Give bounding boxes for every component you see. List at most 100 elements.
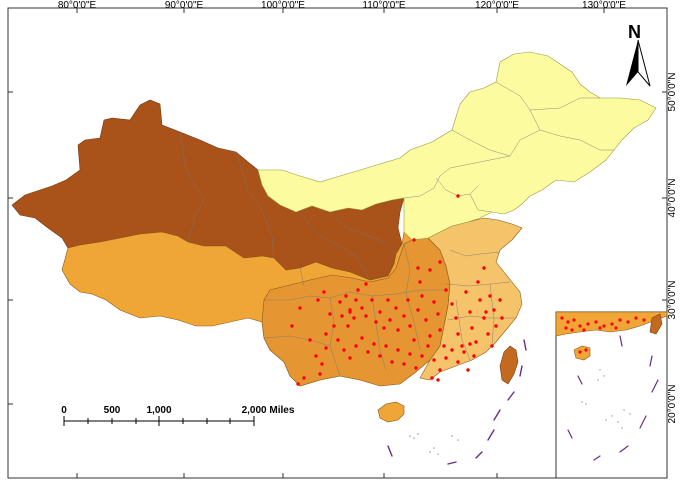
- observation-point: [432, 358, 436, 362]
- observation-point: [472, 354, 476, 358]
- observation-point: [494, 324, 498, 328]
- observation-point: [354, 344, 358, 348]
- observation-point: [342, 348, 346, 352]
- observation-point: [456, 360, 460, 364]
- inset-observation-point: [642, 318, 646, 322]
- observation-point: [474, 340, 478, 344]
- observation-point: [406, 298, 410, 302]
- inset-observation-point: [570, 328, 574, 332]
- observation-point: [314, 354, 318, 358]
- observation-point: [456, 332, 460, 336]
- inset-taiwan: [649, 313, 663, 335]
- longitude-label-80: 80°0'0"E: [57, 0, 97, 11]
- observation-point: [296, 382, 300, 386]
- observation-point: [438, 260, 442, 264]
- observation-point: [316, 298, 320, 302]
- inset-observation-point: [582, 328, 586, 332]
- observation-point: [388, 318, 392, 322]
- observation-point: [450, 302, 454, 306]
- inset-observation-point: [594, 320, 598, 324]
- observation-point: [438, 368, 442, 372]
- taiwan-island: [499, 345, 519, 385]
- observation-point: [418, 280, 422, 284]
- observation-point: [478, 298, 482, 302]
- observation-point: [460, 344, 464, 348]
- observation-point: [364, 282, 368, 286]
- observation-point: [402, 362, 406, 366]
- inset-observation-point: [626, 320, 630, 324]
- observation-point: [420, 354, 424, 358]
- observation-point: [356, 288, 360, 292]
- observation-point: [466, 368, 470, 372]
- observation-point: [470, 326, 474, 330]
- observation-point: [348, 310, 352, 314]
- observation-point: [432, 300, 436, 304]
- observation-point: [430, 376, 434, 380]
- observation-point: [366, 350, 370, 354]
- observation-point: [324, 346, 328, 350]
- latitude-label-20: 20°0'0"N: [667, 384, 678, 424]
- observation-point: [402, 314, 406, 318]
- observation-point: [370, 298, 374, 302]
- observation-point: [488, 294, 492, 298]
- latitude-label-50: 50°0'0"N: [667, 72, 678, 112]
- observation-point: [396, 328, 400, 332]
- observation-point: [454, 316, 458, 320]
- scale-label-1000: 1,000: [146, 405, 172, 416]
- observation-point: [308, 338, 312, 342]
- observation-point: [320, 362, 324, 366]
- observation-point: [462, 350, 466, 354]
- observation-point: [428, 268, 432, 272]
- observation-point: [484, 310, 488, 314]
- region-light-orange: [419, 217, 523, 381]
- observation-point: [360, 336, 364, 340]
- observation-point: [340, 314, 344, 318]
- north-arrow-icon: [626, 39, 651, 87]
- scale-bar: [63, 416, 255, 426]
- graticule-top-ticks: [8, 8, 667, 478]
- observation-point: [372, 342, 376, 346]
- inset-observation-point: [572, 318, 576, 322]
- observation-point: [482, 266, 486, 270]
- observation-point: [384, 344, 388, 348]
- observation-point: [390, 360, 394, 364]
- observation-points: [290, 194, 504, 386]
- observation-point: [408, 352, 412, 356]
- inset-observation-point: [634, 316, 638, 320]
- observation-point: [428, 334, 432, 338]
- inset-observation-point: [610, 322, 614, 326]
- latitude-label-30: 30°0'0"N: [667, 280, 678, 320]
- observation-point: [492, 308, 496, 312]
- observation-point: [324, 332, 328, 336]
- observation-point: [436, 378, 440, 382]
- inset-observation-point: [578, 324, 582, 328]
- inset-observation-point: [598, 326, 602, 330]
- observation-point: [444, 288, 448, 292]
- observation-point: [482, 316, 486, 320]
- observation-point: [500, 316, 504, 320]
- observation-point: [328, 312, 332, 316]
- latitude-label-40: 40°0'0"N: [667, 178, 678, 218]
- observation-point: [408, 324, 412, 328]
- observation-point: [318, 372, 322, 376]
- maritime-boundary-dashes: [387, 339, 527, 465]
- observation-point: [298, 306, 302, 310]
- inset-observation-point: [560, 316, 564, 320]
- observation-point: [354, 298, 358, 302]
- scale-label-2000: 2,000 Miles: [241, 405, 295, 416]
- observation-point: [344, 294, 348, 298]
- observation-point: [416, 266, 420, 270]
- observation-point: [444, 356, 448, 360]
- observation-point: [346, 324, 350, 328]
- observation-point: [396, 348, 400, 352]
- observation-point: [322, 290, 326, 294]
- observation-point: [468, 342, 472, 346]
- hainan-island: [377, 401, 405, 423]
- island-specks: [409, 433, 459, 455]
- observation-point: [338, 300, 342, 304]
- inset-observation-point: [614, 326, 618, 330]
- north-arrow-label: N: [628, 22, 641, 42]
- inset-observation-point: [618, 318, 622, 322]
- inset-observation-point: [602, 324, 606, 328]
- observation-point: [450, 348, 454, 352]
